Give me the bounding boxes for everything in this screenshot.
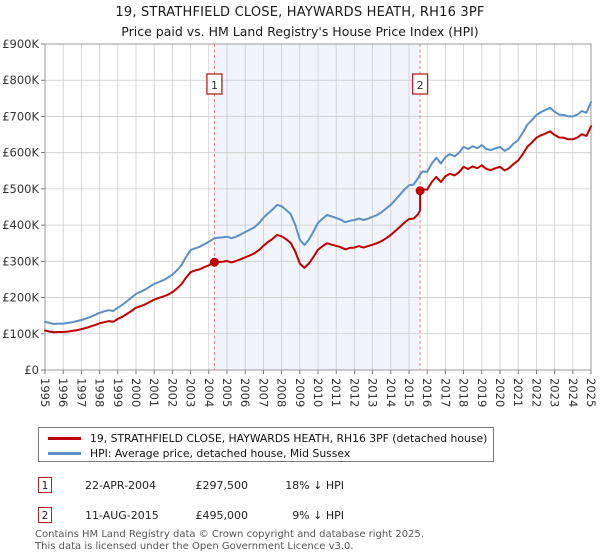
footer-line-2: This data is licensed under the Open Gov…: [35, 540, 354, 552]
svg-text:2021: 2021: [511, 378, 525, 407]
legend-label-hpi: HPI: Average price, detached house, Mid …: [90, 447, 351, 460]
svg-text:2017: 2017: [438, 378, 452, 407]
svg-text:2020: 2020: [493, 378, 507, 407]
chart-title-block: 19, STRATHFIELD CLOSE, HAYWARDS HEATH, R…: [0, 5, 600, 39]
page-title: 19, STRATHFIELD CLOSE, HAYWARDS HEATH, R…: [115, 5, 485, 20]
legend-row-hpi: HPI: Average price, detached house, Mid …: [48, 446, 493, 461]
svg-text:2003: 2003: [184, 378, 198, 407]
svg-text:2007: 2007: [256, 378, 270, 407]
sale-annotation-row-2: 2 11-AUG-2015 £495,000 9% ↓ HPI: [38, 507, 368, 524]
svg-text:2: 2: [417, 79, 424, 92]
svg-text:1: 1: [211, 79, 218, 92]
sale-1-date: 22-APR-2004: [85, 479, 157, 492]
chart-legend: 19, STRATHFIELD CLOSE, HAYWARDS HEATH, R…: [38, 427, 494, 462]
sale-1-price: £297,500: [195, 479, 249, 492]
svg-text:2001: 2001: [147, 378, 161, 407]
svg-text:2012: 2012: [347, 378, 361, 407]
svg-text:2006: 2006: [238, 378, 252, 407]
svg-text:2002: 2002: [165, 378, 179, 407]
svg-text:1996: 1996: [56, 378, 70, 407]
svg-text:£200K: £200K: [2, 291, 39, 305]
svg-text:2000: 2000: [129, 378, 143, 407]
svg-text:£400K: £400K: [2, 218, 39, 232]
page-subtitle: Price paid vs. HM Land Registry's House …: [121, 24, 479, 39]
svg-text:2004: 2004: [202, 378, 216, 407]
footer-line-1: Contains HM Land Registry data © Crown c…: [35, 529, 424, 540]
svg-text:£600K: £600K: [2, 146, 39, 160]
sale-2-price: £495,000: [195, 509, 249, 522]
sale-2-delta-vs-hpi: 9% ↓ HPI: [292, 509, 344, 522]
svg-text:1997: 1997: [74, 378, 88, 407]
svg-text:1998: 1998: [93, 378, 107, 407]
svg-text:2011: 2011: [329, 378, 343, 407]
svg-text:£900K: £900K: [2, 37, 39, 51]
svg-text:2015: 2015: [402, 378, 416, 407]
svg-text:2025: 2025: [584, 378, 598, 407]
svg-text:£300K: £300K: [2, 254, 39, 268]
svg-text:2008: 2008: [275, 378, 289, 407]
svg-text:2005: 2005: [220, 378, 234, 407]
legend-row-price-paid: 19, STRATHFIELD CLOSE, HAYWARDS HEATH, R…: [48, 431, 493, 446]
svg-text:2014: 2014: [384, 378, 398, 407]
sale-2-date: 11-AUG-2015: [85, 509, 159, 522]
sale-annotation-row-1: 1 22-APR-2004 £297,500 18% ↓ HPI: [38, 477, 368, 494]
svg-text:2009: 2009: [293, 378, 307, 407]
svg-text:£100K: £100K: [2, 327, 39, 341]
price-line-swatch: [48, 437, 81, 440]
hpi-line-swatch: [48, 452, 81, 455]
svg-text:2010: 2010: [311, 378, 325, 407]
svg-text:2024: 2024: [566, 378, 580, 407]
svg-text:£0: £0: [24, 363, 39, 377]
svg-text:2013: 2013: [366, 378, 380, 407]
svg-text:2023: 2023: [548, 378, 562, 407]
svg-text:2019: 2019: [475, 378, 489, 407]
legend-label-price-paid: 19, STRATHFIELD CLOSE, HAYWARDS HEATH, R…: [90, 432, 488, 445]
svg-text:2018: 2018: [457, 378, 471, 407]
svg-text:1999: 1999: [111, 378, 125, 407]
sale-1-marker: 1: [38, 477, 52, 493]
sale-1-delta-vs-hpi: 18% ↓ HPI: [285, 479, 344, 492]
svg-text:1995: 1995: [38, 378, 52, 407]
license-footer: Contains HM Land Registry data © Crown c…: [35, 529, 424, 552]
svg-text:£700K: £700K: [2, 109, 39, 123]
svg-text:2022: 2022: [529, 378, 543, 407]
price-history-chart: 1995 1996 1997 1998 1999 2000 2001 2002 2003 2004…: [2, 37, 598, 407]
svg-text:£800K: £800K: [2, 73, 39, 87]
svg-text:2016: 2016: [420, 378, 434, 407]
svg-text:£500K: £500K: [2, 182, 39, 196]
sale-2-marker: 2: [38, 507, 52, 523]
